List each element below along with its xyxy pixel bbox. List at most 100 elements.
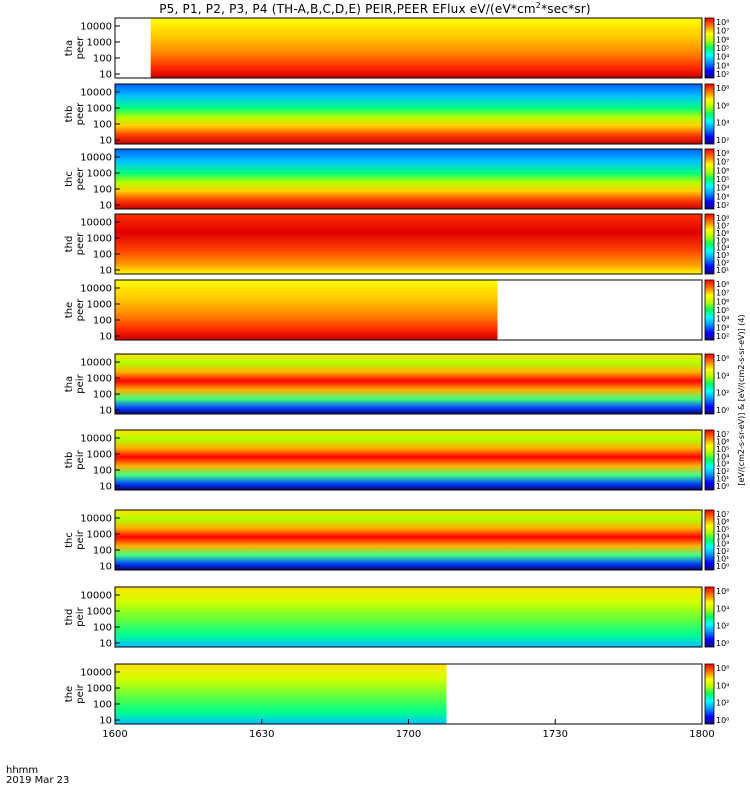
colorbar-tick-label: 10⁶ [716, 166, 729, 175]
colorbar [704, 213, 715, 275]
colorbar-tick-label: 10⁴ [716, 371, 729, 380]
y-tick-label: 100 [93, 185, 112, 196]
y-axis-label: peir [75, 373, 86, 393]
x-tick-label: 1700 [396, 729, 421, 740]
y-tick-label: 10 [99, 716, 112, 727]
colorbar [704, 429, 715, 491]
panel-tha-peer: 10000 1000 100 10 tha peer 10⁸10⁷10⁶10⁵10⁴10³1… [64, 17, 729, 81]
y-axis-label: peer [75, 36, 86, 60]
y-tick-label: 10 [99, 639, 112, 650]
colorbar-tick-label: 10⁶ [716, 587, 729, 596]
colorbar-tick-label: 10⁴ [716, 184, 729, 193]
colorbar-tick-label: 10⁴ [716, 315, 729, 324]
y-tick-label: 1000 [87, 300, 112, 311]
colorbar-tick-label: 10⁵ [716, 306, 729, 315]
spectrogram-fill [115, 214, 702, 274]
x-axis: 1600 1630 1700 1730 1800 [102, 719, 715, 740]
y-tick-label: 10000 [80, 434, 112, 445]
colorbar [704, 353, 715, 415]
y-axis-label: thb [64, 106, 75, 123]
y-tick-label: 10000 [80, 358, 112, 369]
spectrogram-fill [115, 84, 702, 144]
colorbar-tick-label: 10⁶ [716, 101, 729, 110]
y-tick-label: 1000 [87, 38, 112, 49]
colorbar-tick-label: 10⁴ [716, 532, 729, 541]
colorbar-tick-label: 10⁵ [716, 175, 729, 184]
y-tick-label: 100 [93, 120, 112, 131]
y-axis-label: tha [64, 376, 75, 392]
y-tick-label: 10 [99, 136, 112, 147]
colorbar-tick-label: 10⁸ [716, 18, 729, 27]
colorbar-tick-label: 10³ [716, 61, 729, 70]
y-tick-label: 100 [93, 466, 112, 477]
colorbar-tick-label: 10⁷ [716, 27, 729, 36]
y-tick-label: 100 [93, 700, 112, 711]
colorbar-tick-label: 10⁶ [716, 517, 729, 526]
y-tick-label: 10000 [80, 284, 112, 295]
colorbar-tick-label: 10³ [716, 251, 729, 260]
colorbar-tick-label: 10⁵ [716, 44, 729, 53]
y-tick-label: 1000 [87, 684, 112, 695]
colorbar-tick-label: 10⁰ [716, 406, 729, 415]
colorbar-tick-label: 10⁵ [716, 445, 729, 454]
colorbar [704, 509, 715, 571]
y-axis-label: peir [75, 529, 86, 549]
panel-frame [114, 83, 703, 145]
colorbar-tick-label: 10⁴ [716, 244, 729, 253]
spectrogram-fill [150, 18, 702, 78]
colorbar-tick-label: 10⁷ [716, 221, 729, 230]
colorbar-tick-label: 10² [716, 699, 729, 708]
y-axis-label: peer [75, 298, 86, 322]
colorbar [704, 279, 715, 341]
x-tick-label: 1730 [543, 729, 568, 740]
colorbar-units-label: [eV/(cm2-s-sr-eV)] & [eV/(cm2-s-sr-eV)] … [737, 314, 746, 485]
y-tick-label: 10 [99, 482, 112, 493]
y-axis-label: thc [64, 171, 75, 187]
colorbar-tick-label: 10⁶ [716, 35, 729, 44]
panel-frame [114, 429, 703, 491]
colorbar-tick-label: 10⁴ [716, 681, 729, 690]
y-tick-label: 10000 [80, 591, 112, 602]
colorbar-tick-label: 10² [716, 389, 729, 398]
y-tick-label: 10000 [80, 514, 112, 525]
y-tick-label: 100 [93, 546, 112, 557]
panel-thd-peir: 10000 1000 100 10 thd peir 10⁶ 10⁴ 10² 10⁰ [64, 586, 729, 650]
colorbar-tick-label: 10⁴ [716, 119, 729, 128]
panel-frame [114, 509, 703, 571]
spectrogram-fill [115, 149, 702, 209]
colorbar-tick-label: 10⁴ [716, 604, 729, 613]
x-tick-label: 1630 [249, 729, 274, 740]
colorbar-tick-label: 10⁰ [716, 639, 729, 648]
y-tick-label: 10 [99, 332, 112, 343]
colorbar-tick-label: 10² [716, 70, 729, 79]
spectrogram-fill [115, 280, 498, 340]
colorbar-tick-label: 10² [716, 547, 729, 556]
y-axis-label: thc [64, 532, 75, 548]
y-axis-label: peir [75, 683, 86, 703]
y-tick-label: 10 [99, 70, 112, 81]
y-axis-label: thd [64, 609, 75, 626]
y-tick-label: 100 [93, 316, 112, 327]
panel-the-peer: 10000 1000 100 10 the peer 10⁸10⁷10⁶10⁵10⁴10³1… [64, 279, 729, 343]
colorbar-tick-label: 10³ [716, 540, 729, 549]
colorbar-tick-label: 10⁰ [716, 482, 729, 491]
colorbar-tick-label: 10² [716, 467, 729, 476]
y-tick-label: 10000 [80, 22, 112, 33]
colorbar-tick-label: 10⁴ [716, 53, 729, 62]
colorbar-tick-label: 10⁸ [716, 214, 729, 223]
y-tick-label: 10 [99, 562, 112, 573]
panel-frame [114, 279, 703, 341]
panel-thc-peer: 10000 1000 100 10 thc peer 10⁸10⁷10⁶10⁵10⁴10³1… [64, 148, 729, 212]
colorbar-tick-label: 10³ [716, 192, 729, 201]
y-axis-label: peer [75, 102, 86, 126]
colorbar-tick-label: 10² [716, 259, 729, 268]
colorbar-tick-label: 10⁷ [716, 289, 729, 298]
colorbar [704, 663, 715, 725]
colorbar-tick-label: 10⁷ [716, 158, 729, 167]
colorbar-tick-label: 10³ [716, 460, 729, 469]
panel-thb-peer: 10000 1000 100 10 thb peer 10⁸ 10⁶ 10⁴ 10² [64, 83, 729, 147]
